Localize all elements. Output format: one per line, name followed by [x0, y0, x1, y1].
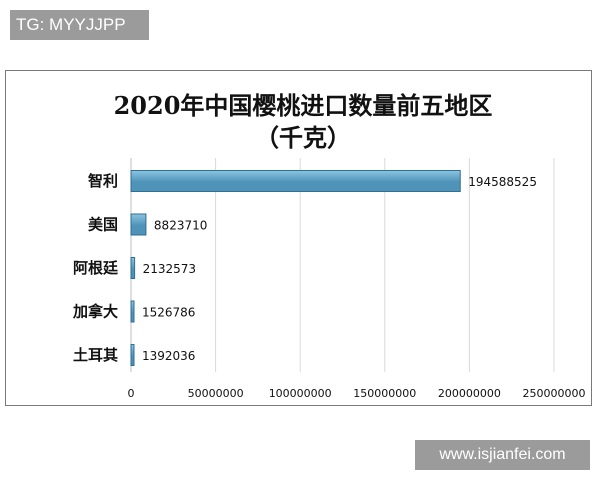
bars-group	[130, 170, 461, 366]
category-label: 土耳其	[73, 346, 118, 364]
x-tick-label: 250000000	[523, 387, 586, 400]
bar	[130, 213, 147, 236]
gridlines	[215, 158, 555, 372]
bottom-right-watermark: www.isjianfei.com	[415, 440, 590, 470]
value-labels: 194588525 8823710 2132573 1526786 1392036	[142, 175, 537, 363]
category-label: 智利	[88, 172, 118, 190]
x-tick-labels: 0 50000000 100000000 150000000 200000000 2500…	[128, 387, 586, 400]
category-label: 美国	[88, 216, 118, 234]
x-tick-label: 50000000	[188, 387, 244, 400]
value-label: 2132573	[143, 262, 196, 276]
x-tick-label: 150000000	[353, 387, 416, 400]
chart-subtitle: （千克）	[255, 123, 351, 152]
x-tick-label: 100000000	[269, 387, 332, 400]
top-left-watermark: TG: MYYJJPP	[10, 10, 149, 40]
value-label: 8823710	[154, 219, 207, 233]
category-label: 加拿大	[72, 303, 118, 321]
value-label: 194588525	[468, 175, 537, 189]
bar	[130, 170, 461, 192]
value-label: 1526786	[142, 306, 195, 320]
x-tick-label: 200000000	[438, 387, 501, 400]
x-tick-label: 0	[128, 387, 135, 400]
bar	[130, 344, 135, 366]
chart-title: 2020年中国樱桃进口数量前五地区	[114, 91, 493, 120]
category-label: 阿根廷	[73, 259, 119, 277]
chart-frame	[5, 70, 592, 406]
bar	[130, 300, 135, 323]
bar	[130, 257, 136, 279]
value-label: 1392036	[142, 349, 195, 363]
